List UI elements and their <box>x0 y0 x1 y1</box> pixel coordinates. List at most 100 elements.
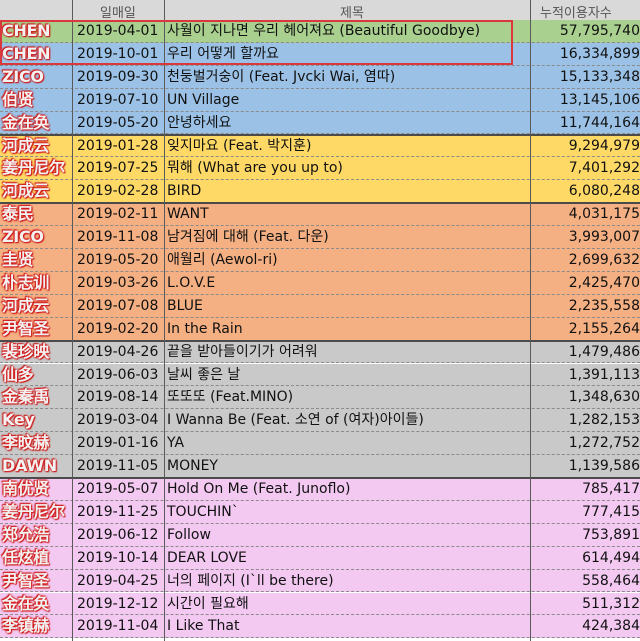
listener-count-cell[interactable]: 9,294,979 <box>568 137 640 154</box>
song-title-cell[interactable]: 천둥벌거숭이 (Feat. Jvcki Wai, 염따) <box>167 68 396 85</box>
artist-cell[interactable]: 姜丹尼尔 <box>2 158 65 178</box>
artist-cell[interactable]: 李旼赫 <box>2 433 50 453</box>
table-row[interactable]: ZICO 2019-09-30 천둥벌거숭이 (Feat. Jvcki Wai, 염… <box>0 65 640 89</box>
table-row[interactable]: Key 2019-03-04 I Wanna Be (Feat. 소연 of (여자… <box>0 409 640 433</box>
listener-count-cell[interactable]: 2,699,632 <box>568 252 640 268</box>
song-title-cell[interactable]: 시간이 필요해 <box>167 595 249 612</box>
listener-count-cell[interactable]: 7,401,292 <box>568 160 640 177</box>
table-row[interactable]: 李旼赫 2019-01-16 YA 1,272,752 <box>0 432 640 456</box>
artist-cell[interactable]: 裴珍映 <box>2 341 50 361</box>
listener-count-cell[interactable]: 1,272,752 <box>568 435 640 452</box>
listener-count-cell[interactable]: 1,348,630 <box>568 389 640 406</box>
listener-count-cell[interactable]: 558,464 <box>582 572 640 589</box>
table-row[interactable]: 裴珍映 2019-04-26 끝을 받아들이기가 어려워 1,479,486 <box>0 340 640 364</box>
artist-cell[interactable]: 任炫植 <box>2 547 50 567</box>
release-date-cell[interactable]: 2019-04-01 <box>77 23 159 39</box>
listener-count-cell[interactable]: 753,891 <box>582 526 640 543</box>
song-title-cell[interactable]: I Like That <box>167 618 240 635</box>
song-title-cell[interactable]: 우리 어떻게 할까요 <box>167 45 279 62</box>
release-date-cell[interactable]: 2019-07-08 <box>77 297 159 314</box>
song-title-cell[interactable]: MONEY <box>167 458 218 475</box>
song-title-cell[interactable]: 끝을 받아들이기가 어려워 <box>167 343 318 360</box>
release-date-cell[interactable]: 2019-01-28 <box>77 137 159 154</box>
song-title-cell[interactable]: 남겨짐에 대해 (Feat. 다운) <box>167 229 329 246</box>
header-count[interactable]: 누적이용자수 <box>540 6 612 21</box>
artist-cell[interactable]: 河成云 <box>2 181 50 201</box>
table-row[interactable]: 尹智圣 2019-04-25 너의 페이지 (I`ll be there) 558,4… <box>0 569 640 593</box>
release-date-cell[interactable]: 2019-05-20 <box>77 114 159 131</box>
release-date-cell[interactable]: 2019-04-25 <box>77 572 159 589</box>
release-date-cell[interactable]: 2019-11-08 <box>77 229 159 246</box>
listener-count-cell[interactable]: 6,080,248 <box>568 183 640 200</box>
listener-count-cell[interactable]: 2,235,558 <box>568 297 640 314</box>
listener-count-cell[interactable]: 1,391,113 <box>568 366 640 383</box>
release-date-cell[interactable]: 2019-05-20 <box>77 252 159 268</box>
artist-cell[interactable]: 郑允浩 <box>2 524 50 544</box>
release-date-cell[interactable]: 2019-02-28 <box>77 183 159 200</box>
listener-count-cell[interactable]: 57,795,740 <box>559 23 640 39</box>
song-title-cell[interactable]: I Wanna Be (Feat. 소연 of (여자)아이들) <box>167 412 424 429</box>
release-date-cell[interactable]: 2019-01-16 <box>77 435 159 452</box>
listener-count-cell[interactable]: 511,312 <box>582 595 640 612</box>
release-date-cell[interactable]: 2019-03-04 <box>77 412 159 429</box>
artist-cell[interactable]: 尹智圣 <box>2 570 50 590</box>
listener-count-cell[interactable]: 1,139,586 <box>568 458 640 475</box>
table-row[interactable]: 仙多 2019-06-03 날씨 좋은 날 1,391,113 <box>0 363 640 387</box>
artist-cell[interactable]: 金秦禹 <box>2 387 50 407</box>
song-title-cell[interactable]: 안녕하세요 <box>167 114 232 131</box>
artist-cell[interactable]: DAWN <box>2 456 57 476</box>
table-row[interactable]: 河成云 2019-01-28 잊지마요 (Feat. 박지훈) 9,294,979 <box>0 134 640 158</box>
artist-cell[interactable]: 李镇赫 <box>2 616 50 636</box>
release-date-cell[interactable]: 2019-07-10 <box>77 91 159 108</box>
song-title-cell[interactable]: 잊지마요 (Feat. 박지훈) <box>167 137 312 154</box>
listener-count-cell[interactable]: 15,133,348 <box>559 68 640 85</box>
release-date-cell[interactable]: 2019-06-03 <box>77 366 159 383</box>
table-row[interactable]: ZICO 2019-11-08 남겨짐에 대해 (Feat. 다운) 3,993,00… <box>0 226 640 249</box>
artist-cell[interactable]: 泰民 <box>2 204 34 224</box>
table-row[interactable]: 郑允浩 2019-06-12 Follow 753,891 <box>0 523 640 547</box>
table-row[interactable]: 金在奂 2019-05-20 안녕하세요 11,744,164 <box>0 111 640 135</box>
artist-cell[interactable]: ZICO <box>2 227 44 247</box>
release-date-cell[interactable]: 2019-10-14 <box>77 549 159 566</box>
table-row[interactable]: 尹智圣 2019-02-20 In the Rain 2,155,264 <box>0 317 640 341</box>
song-title-cell[interactable]: Hold On Me (Feat. Junoflo) <box>167 481 351 497</box>
listener-count-cell[interactable]: 777,415 <box>582 503 640 520</box>
artist-cell[interactable]: Key <box>2 410 35 430</box>
release-date-cell[interactable]: 2019-05-07 <box>77 481 159 497</box>
listener-count-cell[interactable]: 3,993,007 <box>568 229 640 246</box>
table-row[interactable]: 河成云 2019-07-08 BLUE 2,235,558 <box>0 294 640 318</box>
table-row[interactable]: 姜丹尼尔 2019-11-25 TOUCHIN` 777,415 <box>0 500 640 524</box>
song-title-cell[interactable]: 사월이 지나면 우리 헤어져요 (Beautiful Goodbye) <box>167 23 481 39</box>
listener-count-cell[interactable]: 785,417 <box>582 481 640 497</box>
song-title-cell[interactable]: YA <box>167 435 185 452</box>
listener-count-cell[interactable]: 1,282,153 <box>568 412 640 429</box>
release-date-cell[interactable]: 2019-02-11 <box>77 206 159 223</box>
song-title-cell[interactable]: 뭐해 (What are you up to) <box>167 160 343 177</box>
artist-cell[interactable]: 金在奂 <box>2 593 50 613</box>
listener-count-cell[interactable]: 614,494 <box>582 549 640 566</box>
table-row[interactable]: 姜丹尼尔 2019-07-25 뭐해 (What are you up to) 7,4… <box>0 157 640 181</box>
song-title-cell[interactable]: 날씨 좋은 날 <box>167 366 241 383</box>
table-row[interactable]: 河成云 2019-02-28 BIRD 6,080,248 <box>0 180 640 204</box>
release-date-cell[interactable]: 2019-11-25 <box>77 503 159 520</box>
table-row[interactable]: 金秦禹 2019-08-14 또또또 (Feat.MINO) 1,348,630 <box>0 386 640 410</box>
listener-count-cell[interactable]: 4,031,175 <box>568 206 640 223</box>
table-row[interactable]: CHEN 2019-10-01 우리 어떻게 할까요 16,334,899 <box>0 42 640 66</box>
listener-count-cell[interactable]: 11,744,164 <box>559 114 640 131</box>
release-date-cell[interactable]: 2019-03-26 <box>77 274 159 291</box>
release-date-cell[interactable]: 2019-11-04 <box>77 618 159 635</box>
artist-cell[interactable]: 南优贤 <box>2 479 50 498</box>
table-row[interactable]: 伯贤 2019-07-10 UN Village 13,145,106 <box>0 88 640 112</box>
listener-count-cell[interactable]: 16,334,899 <box>559 45 640 62</box>
listener-count-cell[interactable]: 2,155,264 <box>568 320 640 337</box>
song-title-cell[interactable]: UN Village <box>167 91 240 108</box>
table-row[interactable]: 圭贤 2019-05-20 애월리 (Aewol-ri) 2,699,632 <box>0 249 640 272</box>
song-title-cell[interactable]: BLUE <box>167 297 203 314</box>
artist-cell[interactable]: 伯贤 <box>2 89 34 109</box>
table-row[interactable]: 金在奂 2019-12-12 시간이 필요해 511,312 <box>0 592 640 616</box>
song-title-cell[interactable]: 또또또 (Feat.MINO) <box>167 389 294 406</box>
table-row[interactable]: CHEN 2019-04-01 사월이 지나면 우리 헤어져요 (Beautiful… <box>0 20 640 43</box>
release-date-cell[interactable]: 2019-08-14 <box>77 389 159 406</box>
artist-cell[interactable]: CHEN <box>2 21 51 40</box>
header-title[interactable]: 제목 <box>340 6 364 21</box>
